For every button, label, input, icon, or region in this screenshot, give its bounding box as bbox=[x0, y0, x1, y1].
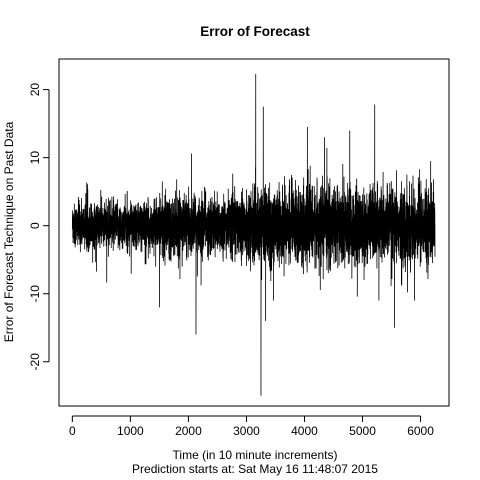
y-tick-label: -20 bbox=[28, 353, 42, 371]
x-tick-label: 2000 bbox=[175, 424, 202, 438]
x-tick-label: 6000 bbox=[407, 424, 434, 438]
y-tick-label: 0 bbox=[28, 222, 42, 229]
x-axis: 0 1000 2000 3000 4000 5000 6000 bbox=[69, 415, 434, 438]
y-tick-label: -10 bbox=[28, 285, 42, 303]
y-tick-label: 20 bbox=[28, 83, 42, 97]
error-series-line bbox=[71, 73, 436, 396]
x-tick-label: 5000 bbox=[349, 424, 376, 438]
x-tick-label: 4000 bbox=[291, 424, 318, 438]
x-tick-label: 1000 bbox=[117, 424, 144, 438]
x-axis-label: Time (in 10 minute increments) bbox=[173, 448, 338, 462]
y-tick-label: 10 bbox=[28, 151, 42, 165]
error-series bbox=[71, 73, 436, 396]
y-axis-label: Error of Forecast Technique on Past Data bbox=[2, 121, 16, 342]
x-axis-subtitle: Prediction starts at: Sat May 16 11:48:0… bbox=[132, 462, 378, 476]
x-tick-label: 3000 bbox=[233, 424, 260, 438]
y-axis: -20 -10 0 10 20 bbox=[28, 83, 50, 371]
x-tick-label: 0 bbox=[69, 424, 76, 438]
chart-title: Error of Forecast bbox=[200, 24, 310, 39]
plot-frame bbox=[58, 58, 450, 407]
